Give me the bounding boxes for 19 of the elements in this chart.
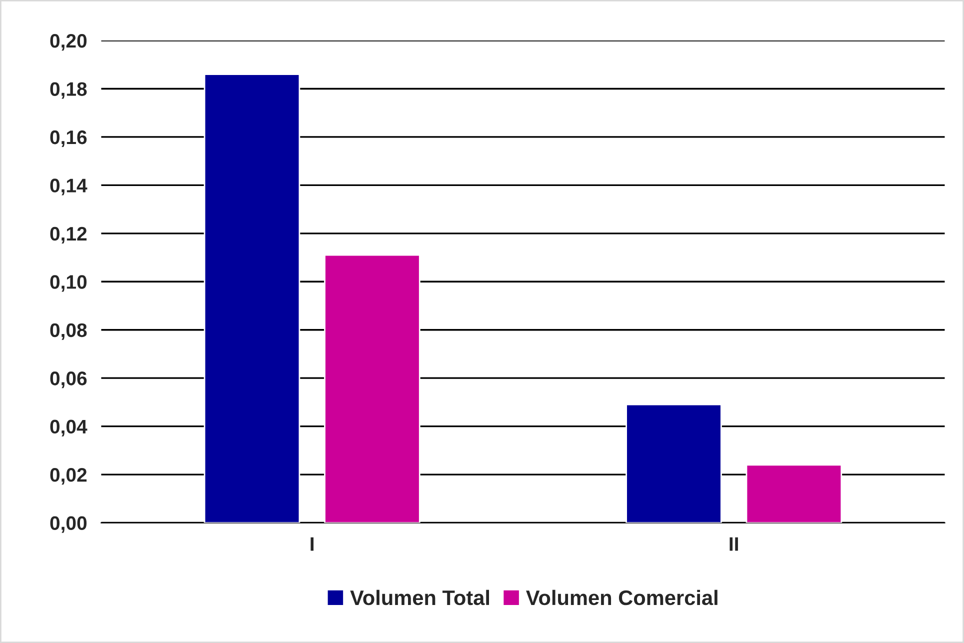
y-tick-label: 0,00: [50, 516, 87, 533]
x-tick-label: I: [310, 537, 314, 551]
y-tick-label: 0,04: [50, 420, 88, 436]
legend-label: Volumen Comercial: [526, 590, 718, 606]
y-tick-label: 0,06: [50, 372, 87, 388]
bar: [626, 404, 722, 523]
y-tick-label: 0,08: [50, 323, 87, 340]
y-tick-label: 0,10: [50, 275, 87, 292]
y-tick-label: 0,18: [50, 82, 87, 99]
legend-label: Volumen Total: [350, 590, 489, 606]
bar: [324, 254, 420, 523]
bar: [746, 464, 842, 523]
bar: [204, 74, 300, 523]
y-tick-label: 0,02: [50, 468, 87, 485]
y-tick-label: 0,20: [50, 34, 87, 51]
y-tick-label: 0,14: [50, 178, 88, 196]
x-tick-label: II: [730, 537, 738, 551]
y-tick-label: 0,12: [50, 226, 87, 244]
y-tick-label: 0,16: [50, 130, 87, 148]
